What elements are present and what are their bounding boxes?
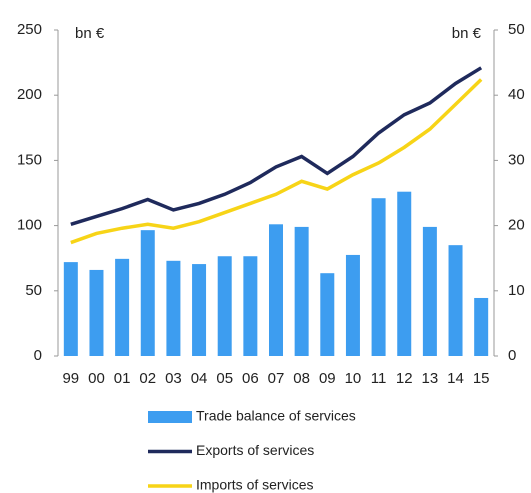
- legend-label: Exports of services: [196, 442, 314, 458]
- x-tick-label: 06: [242, 370, 259, 387]
- x-tick-label: 03: [165, 370, 182, 387]
- y-tick-label: 200: [17, 86, 42, 103]
- bar: [320, 273, 335, 356]
- bar: [294, 226, 309, 356]
- legend-label: Imports of services: [196, 477, 313, 493]
- x-tick-label: 11: [371, 370, 387, 387]
- bar: [89, 269, 104, 356]
- bar: [166, 260, 181, 356]
- x-tick-label: 10: [345, 370, 362, 387]
- bar: [115, 258, 130, 356]
- y-tick-label: 0: [34, 347, 42, 364]
- bar: [217, 256, 232, 356]
- y-unit-label: bn €: [75, 25, 105, 42]
- y-tick-label: 150: [17, 151, 42, 168]
- x-tick-label: 12: [396, 370, 413, 387]
- y2-tick-label: 10: [508, 282, 525, 299]
- y2-tick-label: 0: [508, 347, 516, 364]
- y2-tick-label: 30: [508, 151, 525, 168]
- y-tick-label: 100: [17, 217, 42, 234]
- bar: [243, 256, 258, 356]
- y2-tick-label: 40: [508, 86, 525, 103]
- x-tick-label: 99: [62, 370, 79, 387]
- x-tick-label: 09: [319, 370, 336, 387]
- bar: [192, 264, 207, 356]
- x-tick-label: 07: [268, 370, 285, 387]
- x-tick-label: 01: [114, 370, 131, 387]
- legend-label: Trade balance of services: [196, 408, 356, 424]
- line: [70, 78, 483, 245]
- line: [70, 66, 483, 226]
- x-tick-label: 15: [473, 370, 490, 387]
- x-tick-label: 02: [139, 370, 156, 387]
- bar: [474, 297, 489, 356]
- y2-unit-label: bn €: [452, 25, 482, 42]
- bar: [345, 254, 360, 356]
- x-tick-label: 00: [88, 370, 105, 387]
- y-tick-label: 50: [25, 282, 42, 299]
- bar: [269, 224, 283, 356]
- x-tick-label: 04: [191, 370, 208, 387]
- x-tick-label: 08: [293, 370, 310, 387]
- y-tick-label: 250: [17, 21, 42, 38]
- x-tick-label: 14: [447, 370, 464, 387]
- y2-tick-label: 50: [508, 21, 525, 38]
- bar: [140, 230, 155, 356]
- bar: [422, 226, 437, 356]
- x-tick-label: 13: [422, 370, 439, 387]
- bar: [397, 191, 412, 356]
- y2-tick-label: 20: [508, 217, 525, 234]
- bar: [371, 198, 386, 356]
- legend-swatch: [148, 411, 192, 423]
- bar: [63, 262, 78, 356]
- x-tick-label: 05: [216, 370, 233, 387]
- bar: [448, 245, 463, 356]
